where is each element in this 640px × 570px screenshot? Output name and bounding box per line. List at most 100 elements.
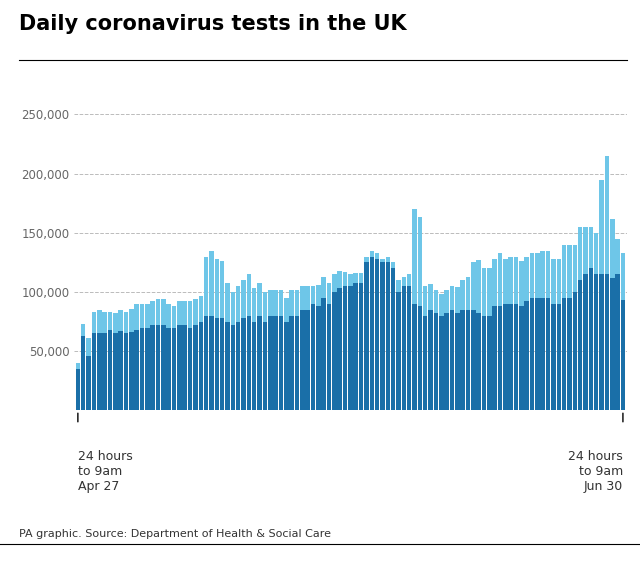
Bar (407, 286, 412, 410)
Bar (252, 321, 257, 410)
Bar (278, 316, 284, 410)
Bar (289, 290, 294, 316)
Bar (423, 286, 428, 316)
Bar (391, 268, 396, 410)
Bar (262, 292, 267, 321)
Bar (450, 286, 454, 310)
Bar (145, 304, 150, 328)
Bar (278, 290, 284, 316)
Bar (246, 274, 251, 316)
Bar (76, 363, 80, 369)
Bar (198, 296, 203, 321)
Bar (108, 312, 112, 330)
Bar (161, 299, 166, 325)
Bar (92, 333, 96, 410)
Bar (193, 325, 198, 410)
Bar (108, 330, 112, 410)
Bar (359, 273, 364, 283)
Text: 24 hours
to 9am
Apr 27: 24 hours to 9am Apr 27 (78, 450, 132, 494)
Bar (546, 251, 550, 298)
Bar (172, 306, 177, 328)
Bar (401, 286, 406, 410)
Bar (268, 316, 273, 410)
Bar (391, 262, 396, 268)
Bar (337, 271, 342, 288)
Bar (503, 259, 508, 304)
Bar (514, 304, 518, 410)
Bar (230, 325, 235, 410)
Bar (551, 304, 556, 410)
Bar (385, 256, 390, 262)
Bar (524, 302, 529, 410)
Bar (482, 268, 486, 316)
Bar (439, 316, 444, 410)
Bar (557, 259, 561, 304)
Bar (129, 332, 134, 410)
Bar (198, 321, 203, 410)
Bar (321, 298, 326, 410)
Bar (321, 276, 326, 298)
Bar (204, 256, 209, 316)
Bar (375, 253, 380, 259)
Bar (161, 325, 166, 410)
Bar (562, 245, 566, 298)
Bar (455, 314, 460, 410)
Bar (118, 331, 123, 410)
Bar (514, 256, 518, 304)
Bar (444, 290, 449, 314)
Bar (150, 302, 155, 325)
Bar (380, 262, 385, 410)
Bar (166, 304, 171, 328)
Bar (97, 310, 102, 333)
Bar (273, 290, 278, 316)
Bar (546, 298, 550, 410)
Bar (476, 260, 481, 314)
Bar (476, 314, 481, 410)
Bar (471, 310, 476, 410)
Bar (455, 287, 460, 314)
Bar (284, 298, 289, 321)
Bar (594, 274, 598, 410)
Bar (273, 316, 278, 410)
Bar (541, 298, 545, 410)
Bar (460, 280, 465, 310)
Bar (97, 333, 102, 410)
Bar (348, 286, 353, 410)
Bar (412, 304, 417, 410)
Bar (567, 298, 572, 410)
Bar (589, 268, 593, 410)
Bar (428, 284, 433, 310)
Bar (524, 256, 529, 302)
Bar (535, 298, 540, 410)
Bar (589, 227, 593, 268)
Bar (102, 333, 107, 410)
Bar (188, 302, 193, 328)
Bar (193, 299, 198, 325)
Bar (294, 316, 300, 410)
Text: 24 hours
to 9am
Jun 30: 24 hours to 9am Jun 30 (568, 450, 623, 494)
Bar (305, 286, 310, 310)
Bar (541, 251, 545, 298)
Bar (369, 251, 374, 256)
Bar (241, 318, 246, 410)
Bar (423, 316, 428, 410)
Bar (134, 330, 139, 410)
Bar (284, 321, 289, 410)
Bar (118, 310, 123, 331)
Bar (177, 302, 182, 325)
Bar (209, 251, 214, 316)
Bar (81, 324, 86, 336)
Bar (92, 312, 96, 333)
Bar (535, 253, 540, 298)
Bar (145, 328, 150, 410)
Bar (599, 180, 604, 274)
Bar (396, 292, 401, 410)
Bar (257, 316, 262, 410)
Bar (182, 302, 187, 325)
Bar (204, 316, 209, 410)
Bar (327, 283, 332, 304)
Bar (140, 328, 144, 410)
Bar (172, 328, 177, 410)
Bar (305, 310, 310, 410)
Bar (573, 245, 577, 292)
